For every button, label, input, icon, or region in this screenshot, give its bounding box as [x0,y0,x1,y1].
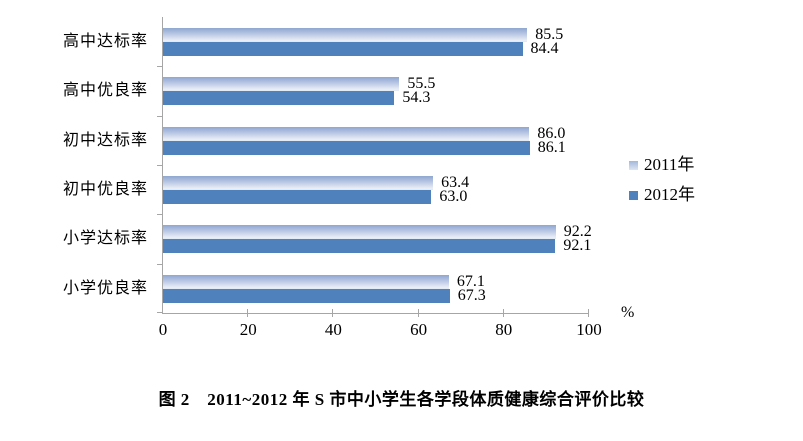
value-label: 63.4 [441,174,470,191]
value-label: 86.1 [537,138,566,156]
x-axis-label: 60 [410,320,428,339]
y-axis-tick [157,312,163,313]
x-axis-unit-label: % [621,304,635,321]
x-axis-label: 0 [158,320,168,339]
value-label: 67.3 [457,286,486,304]
bar-series-2011年 [163,77,400,92]
bar-series-2012年 [163,42,523,56]
y-axis-tick [157,263,163,265]
value-label: 85.5 [535,26,564,43]
category-label: 小学优良率 [62,279,148,297]
value-label: 84.4 [530,40,559,57]
bar-series-2011年 [163,225,556,240]
value-label: 67.1 [456,272,485,290]
category-label: 高中优良率 [62,82,148,100]
legend: 2011年 2012年 [629,156,695,216]
chart-caption: 图 2 2011~2012 年 S 市中小学生各学段体质健康综合评价比较 [158,390,645,409]
y-axis-tick [157,115,163,117]
bar-series-2011年 [163,176,434,190]
bar-series-2012年 [163,288,450,303]
value-label: 63.0 [439,188,468,205]
bar-series-2011年 [163,28,528,42]
value-label: 92.2 [563,223,592,241]
legend-entry-2012: 2012年 [629,186,695,204]
x-axis-tick [588,309,589,317]
category-label: 初中优良率 [62,181,148,198]
legend-swatch-2012 [629,190,638,200]
y-axis-tick [157,66,163,68]
bar-series-2012年 [163,239,556,254]
y-axis-tick [157,214,163,216]
legend-label-2011: 2011年 [644,155,695,174]
x-axis-tick [332,309,334,317]
x-axis-tick [417,309,419,317]
value-label: 92.1 [563,237,592,255]
x-axis-label: 80 [495,320,513,339]
x-axis-tick [247,309,249,317]
category-label: 小学达标率 [62,230,148,248]
bar-series-2012年 [163,140,530,155]
category-label: 初中达标率 [62,131,148,149]
bar-series-2012年 [163,190,432,204]
x-axis-tick [502,309,504,317]
x-axis-label: 100 [576,320,602,339]
bar-series-2012年 [163,91,395,106]
legend-label-2012: 2012年 [644,185,695,204]
legend-swatch-2011 [629,160,638,170]
bar-series-2011年 [163,274,449,289]
x-axis-label: 40 [324,320,342,339]
bar-series-2011年 [163,126,530,141]
x-axis-label: 20 [239,320,257,339]
y-axis-tick [157,165,163,166]
legend-entry-2011: 2011年 [629,156,695,174]
plot-area: 85.5 84.4 55.5 54.3 86.0 86.1 63.4 63.0 92.2 92.1… [157,17,602,338]
category-label: 高中达标率 [62,33,148,50]
value-label: 86.0 [537,124,566,142]
value-label: 54.3 [402,89,431,107]
value-label: 55.5 [407,75,436,93]
